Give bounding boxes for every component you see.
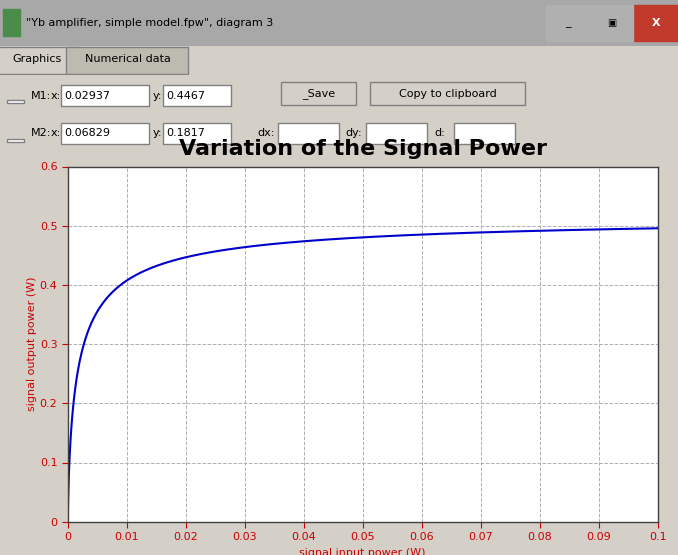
- Text: ▣: ▣: [607, 18, 616, 28]
- Bar: [3, 9, 20, 37]
- Text: x:: x:: [51, 128, 61, 138]
- Text: Copy to clipboard: Copy to clipboard: [399, 89, 496, 99]
- Text: _: _: [565, 18, 570, 28]
- FancyBboxPatch shape: [66, 47, 188, 74]
- Bar: [163, 85, 231, 107]
- Bar: [278, 123, 339, 144]
- FancyBboxPatch shape: [370, 82, 525, 105]
- Bar: [590, 4, 633, 41]
- Bar: [61, 123, 149, 144]
- Text: d:: d:: [434, 128, 445, 138]
- Text: 0.06829: 0.06829: [64, 128, 111, 138]
- Bar: [7, 139, 24, 143]
- X-axis label: signal input power (W): signal input power (W): [300, 548, 426, 555]
- Text: "Yb amplifier, simple model.fpw", diagram 3: "Yb amplifier, simple model.fpw", diagra…: [26, 18, 273, 28]
- Bar: [61, 85, 149, 107]
- Bar: [454, 123, 515, 144]
- Text: dy:: dy:: [346, 128, 363, 138]
- Text: X: X: [652, 18, 660, 28]
- Text: M2:: M2:: [31, 128, 51, 138]
- Text: 0.1817: 0.1817: [166, 128, 205, 138]
- FancyBboxPatch shape: [281, 82, 356, 105]
- Text: dx:: dx:: [258, 128, 275, 138]
- Y-axis label: signal output power (W): signal output power (W): [27, 277, 37, 411]
- Text: M1:: M1:: [31, 91, 51, 101]
- Text: Graphics: Graphics: [13, 54, 62, 64]
- Bar: [546, 4, 589, 41]
- FancyBboxPatch shape: [0, 47, 78, 74]
- Bar: [7, 100, 24, 103]
- Text: 0.02937: 0.02937: [64, 91, 111, 101]
- Bar: [366, 123, 427, 144]
- Title: Variation of the Signal Power: Variation of the Signal Power: [179, 139, 546, 159]
- Text: 0.4467: 0.4467: [166, 91, 205, 101]
- Text: Numerical data: Numerical data: [85, 54, 170, 64]
- Bar: [634, 4, 678, 41]
- Text: _Save: _Save: [302, 88, 335, 99]
- Text: x:: x:: [51, 91, 61, 101]
- Text: y:: y:: [153, 91, 162, 101]
- Bar: [163, 123, 231, 144]
- Text: y:: y:: [153, 128, 162, 138]
